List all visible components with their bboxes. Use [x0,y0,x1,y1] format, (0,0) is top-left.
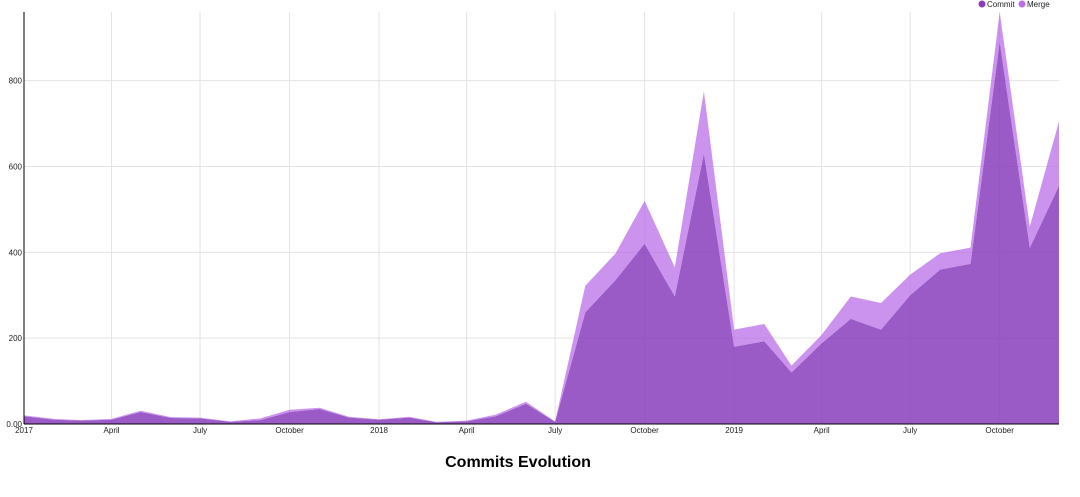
x-tick-label: July [548,426,562,435]
chart-areas [24,12,1059,424]
y-tick-label: 600 [9,163,23,172]
x-tick-label: October [630,426,659,435]
tick-labels: 0.00 200 400 600 800 2017 April July October 2018… [6,77,1014,435]
chart-axes [23,12,1059,425]
x-tick-label: 2018 [370,426,388,435]
legend-swatch [1018,0,1026,8]
y-tick-label: 800 [9,77,23,86]
legend-swatch [978,0,986,8]
x-tick-label: October [985,426,1014,435]
y-tick-label: 400 [9,248,23,257]
x-tick-label: 2019 [725,426,743,435]
x-tick-label: October [275,426,304,435]
x-tick-label: April [814,426,830,435]
chart-legend[interactable]: Commit Merge [978,0,1051,9]
x-tick-label: July [903,426,917,435]
chart-title: Commits Evolution [445,454,591,471]
legend-item-merge[interactable]: Merge [1018,0,1051,9]
area-series-commit [24,42,1059,424]
x-tick-label: April [459,426,475,435]
legend-label: Merge [1027,0,1050,9]
x-tick-label: July [193,426,207,435]
legend-item-commit[interactable]: Commit [978,0,1016,9]
y-tick-label: 200 [9,334,23,343]
legend-label: Commit [987,0,1015,9]
x-tick-label: April [104,426,120,435]
y-tick-label: 0.00 [6,420,22,429]
x-tick-label: 2017 [15,426,33,435]
